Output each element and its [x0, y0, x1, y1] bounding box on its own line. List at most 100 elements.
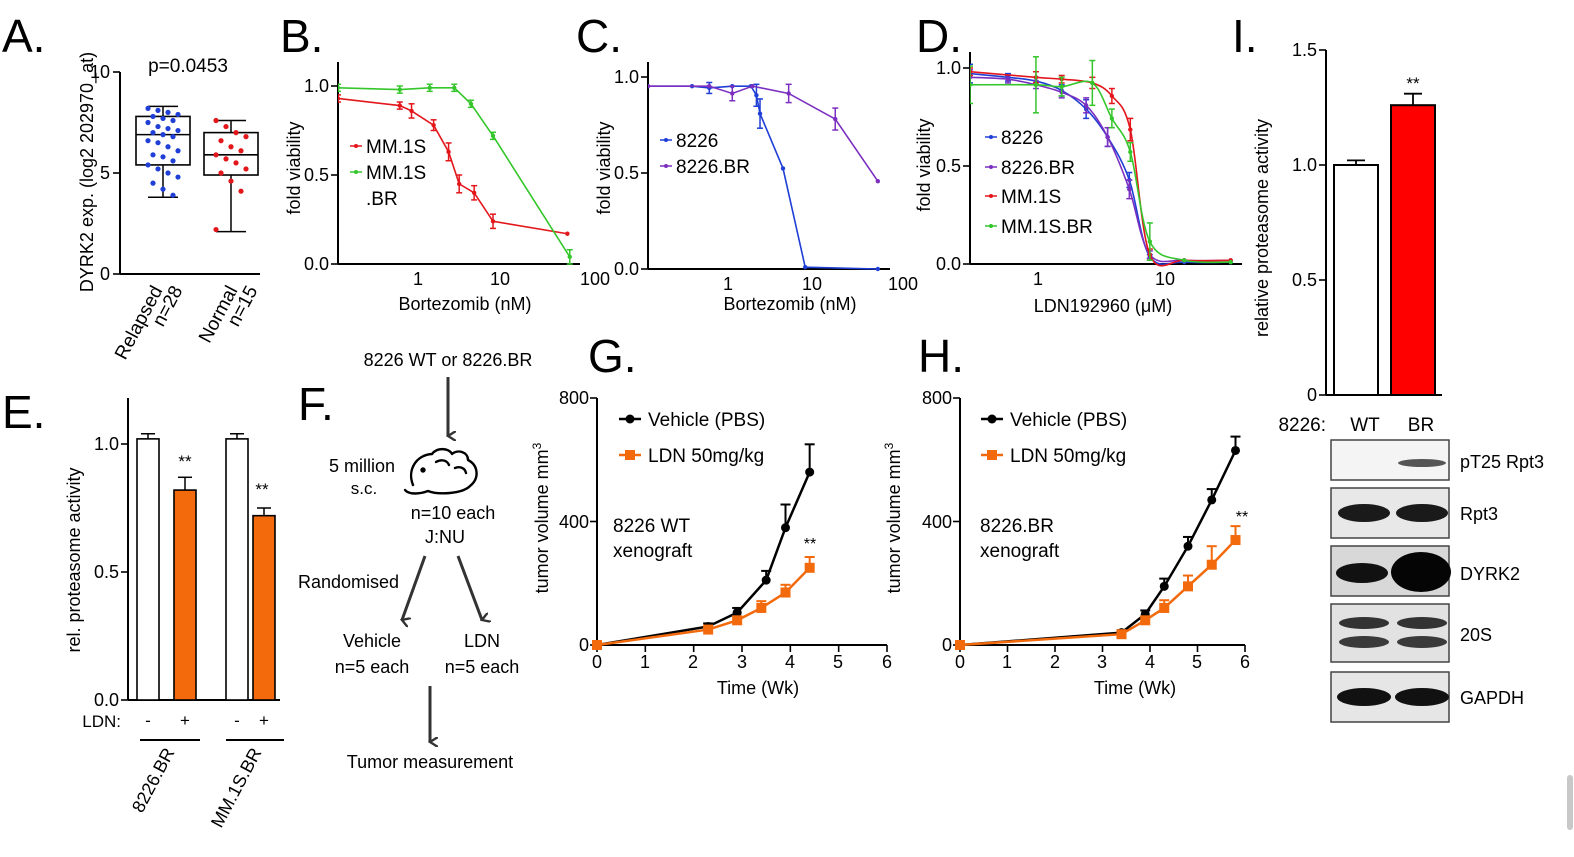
data-point: [703, 624, 714, 635]
legend-marker: [989, 194, 993, 198]
dose-label: 5 million: [329, 456, 395, 476]
legend-label: MM.1S.BR: [1001, 217, 1093, 238]
data-point: [160, 186, 166, 192]
page-scrollbar[interactable]: [1566, 0, 1574, 857]
x-tick-label: 10: [802, 274, 822, 294]
blot-row-label: GAPDH: [1460, 688, 1524, 708]
panel-f: F. 8226 WT or 8226.BR 5 million s.c. n=1…: [298, 350, 532, 772]
panel-g: G. tumor volume mm3 800 400 0 0 1 2 3 4 …: [530, 330, 892, 698]
x-tick-label: 3: [737, 652, 747, 672]
plot-area: [648, 81, 881, 272]
x-tick-label: 2: [1050, 652, 1060, 672]
legend-label: MM.1S: [366, 163, 426, 184]
x-tick-label: 2: [688, 652, 698, 672]
bar: [225, 438, 249, 701]
legend-marker: [354, 144, 358, 148]
y-tick-label: 0.5: [936, 156, 961, 176]
vehicle-arm-n: n=5 each: [335, 657, 410, 677]
bar: [1333, 164, 1379, 396]
legend-label: LDN 50mg/kg: [648, 446, 764, 467]
y-axis-title: rel. proteasome activity: [64, 467, 84, 652]
x-tick-label: 1: [1033, 269, 1043, 289]
data-point: [875, 266, 881, 272]
y-tick-label: 1.0: [304, 76, 329, 96]
data-point: [160, 154, 166, 160]
group-label: MM.1S.BR: [207, 744, 266, 830]
y-tick-label: 1.0: [1292, 155, 1317, 175]
data-point: [397, 87, 402, 92]
panel-label-b: B.: [280, 10, 323, 62]
legend-marker: [354, 170, 358, 174]
cohort-size-label: n=10 each: [411, 503, 496, 523]
data-point: [592, 640, 602, 650]
panel-label-a: A.: [2, 10, 45, 62]
data-point: [165, 125, 171, 132]
data-point: [160, 115, 166, 122]
data-point: [875, 179, 881, 184]
x-tick-label: 0: [955, 652, 965, 672]
ldn-plus: +: [259, 711, 269, 730]
data-point: [786, 91, 791, 96]
data-point: [1231, 445, 1240, 455]
bar: [1390, 104, 1436, 396]
ldn-row-label: LDN:: [82, 712, 121, 731]
data-point: [150, 152, 156, 158]
data-point: [175, 127, 181, 134]
panel-b: B. fold viability 1.0 0.5 0.0 1 10 100 B…: [280, 10, 610, 314]
data-point: [1147, 239, 1153, 244]
y-tick-label: 10: [90, 62, 110, 82]
blot-band: [1396, 504, 1448, 522]
data-point: [243, 134, 249, 140]
data-point: [175, 174, 181, 180]
data-point: [1159, 602, 1170, 613]
plot-area: [592, 443, 815, 650]
x-axis-title: Bortezomib (nM): [398, 294, 531, 314]
data-point: [468, 101, 474, 107]
ldn-minus: -: [234, 711, 240, 730]
y-tick-label: 0: [100, 264, 110, 284]
x-tick-label: 1: [413, 269, 423, 289]
x-axis-title: Time (Wk): [717, 678, 799, 698]
data-point: [1105, 134, 1110, 140]
data-point: [1182, 258, 1187, 263]
data-point: [1005, 77, 1011, 82]
legend-label: MM.1S: [1001, 187, 1061, 208]
x-tick-label: 10: [1155, 269, 1175, 289]
panel-h: H. tumor volume mm3 800 400 0 0 1 2 3 4 …: [882, 330, 1250, 698]
data-point: [1116, 629, 1127, 640]
panel-c: C. fold viability 1.0 0.5 0.0 1 10 100 B…: [576, 10, 918, 314]
y-tick-label: 0.5: [94, 562, 119, 582]
blot-band: [1337, 688, 1391, 706]
x-tick-label: 1: [1002, 652, 1012, 672]
legend-marker: [987, 450, 997, 460]
route-label: s.c.: [351, 479, 377, 498]
ldn-arm-label: LDN: [464, 631, 500, 651]
data-point: [1083, 103, 1089, 108]
strain-label: J:NU: [425, 527, 465, 547]
data-point: [145, 138, 151, 144]
scrollbar-thumb[interactable]: [1567, 775, 1573, 830]
data-point: [160, 132, 166, 138]
panel-label-f: F.: [298, 378, 334, 430]
y-tick-label: 5: [100, 163, 110, 183]
x-tick-label: 3: [1097, 652, 1107, 672]
legend-marker: [987, 414, 997, 424]
mouse-icon: [403, 447, 478, 495]
data-point: [170, 192, 176, 198]
x-tick-label: 100: [580, 269, 610, 289]
x-axis-title: Time (Wk): [1094, 678, 1176, 698]
data-point: [145, 119, 151, 126]
legend-marker: [989, 165, 993, 169]
series-line: [648, 85, 878, 270]
data-point: [446, 149, 451, 155]
data-point: [175, 148, 181, 154]
data-point: [1033, 82, 1039, 88]
model-note-line1: 8226 WT: [613, 516, 690, 537]
blot-band: [1397, 617, 1447, 629]
data-point: [150, 113, 156, 120]
x-axis-title: LDN192960 (μM): [1034, 296, 1172, 316]
y-tick-label: 0.0: [304, 254, 329, 274]
data-point: [150, 130, 156, 136]
y-tick-label: 0: [942, 635, 952, 655]
data-point: [805, 467, 815, 477]
